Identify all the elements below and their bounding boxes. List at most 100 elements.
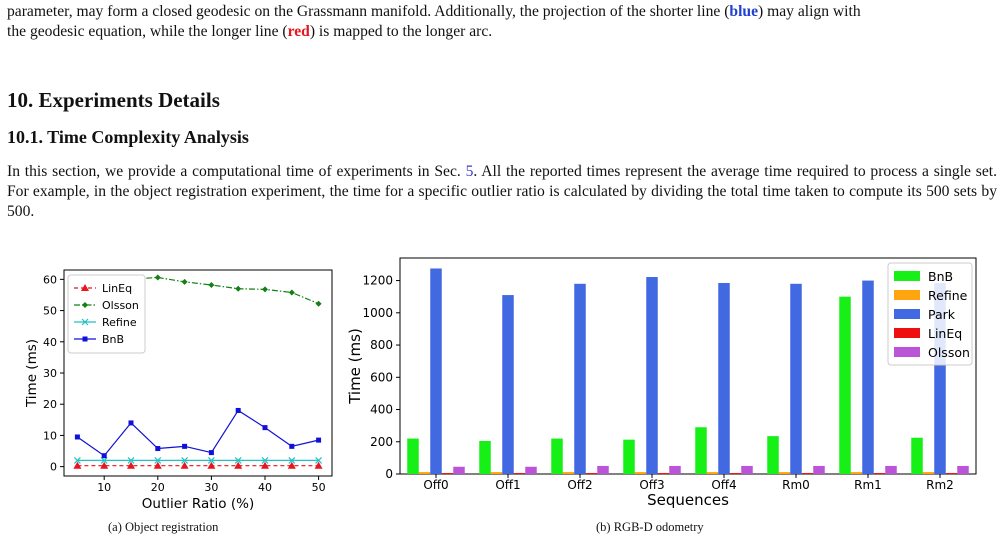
y-axis-label: Time (ms) [24, 339, 40, 408]
bar-lineq [513, 473, 526, 474]
legend-label: Park [928, 307, 956, 322]
data-point [181, 278, 188, 285]
data-point [261, 461, 269, 469]
data-point [181, 456, 189, 464]
legend-box [67, 274, 146, 354]
y-tick-label: 60 [43, 273, 57, 286]
bar-bnb [623, 439, 635, 474]
bar-bnb [407, 438, 419, 474]
legend-swatch [894, 347, 920, 357]
legend-label: BnB [928, 269, 953, 284]
data-point [234, 456, 242, 464]
data-point [128, 420, 134, 426]
bar-refine [850, 472, 863, 474]
bar-park [430, 268, 442, 474]
data-point [287, 461, 296, 469]
bar-bnb [479, 440, 491, 474]
bar-lineq [441, 473, 454, 474]
data-point [155, 446, 161, 452]
x-tick-label: Off1 [495, 478, 520, 492]
bar-park [574, 283, 586, 474]
legend-marker [82, 336, 88, 342]
data-point [73, 461, 82, 469]
data-point [234, 461, 243, 469]
bar-olsson [525, 466, 537, 474]
legend-swatch [894, 271, 920, 281]
x-tick-label: 20 [151, 481, 165, 494]
bar-refine [706, 472, 719, 474]
data-point [153, 461, 162, 469]
bar-bnb [911, 437, 923, 474]
legend-box [887, 262, 973, 366]
bar-lineq [873, 473, 886, 474]
bar-olsson [813, 465, 825, 474]
series-bnb [74, 407, 322, 459]
legend: LinEq Olsson Refine BnB [67, 274, 146, 354]
section-ref-link[interactable]: 5 [465, 163, 474, 180]
bar-olsson [957, 465, 969, 474]
x-tick-label: 30 [204, 481, 218, 494]
data-point [73, 456, 81, 464]
bar-bnb [695, 427, 707, 474]
bar-olsson [453, 466, 465, 474]
bar-lineq [585, 473, 598, 474]
data-point [154, 456, 162, 464]
legend-marker [82, 302, 88, 308]
legend-marker [81, 318, 89, 326]
data-point [262, 425, 268, 431]
data-point [154, 274, 161, 281]
section-title: 10. Experiments Details [7, 88, 220, 112]
intro-paragraph: parameter, may form a closed geodesic on… [7, 3, 861, 40]
y-tick-label: 10 [43, 429, 57, 442]
legend-swatch [894, 290, 920, 300]
data-point [314, 461, 323, 469]
bar-park [646, 277, 658, 474]
bar-bnb [767, 436, 779, 474]
bar-refine [490, 472, 503, 474]
legend-label: LinEq [102, 282, 132, 295]
y-tick-label: 1000 [362, 306, 393, 320]
y-tick-label: 600 [370, 370, 393, 384]
data-point [74, 434, 80, 440]
bar-refine [562, 472, 575, 474]
rgbd-odometry-chart: 0 200 400 600 800 1000 1200 Off0 Off1 Off2 Off3 Off… [346, 257, 977, 509]
subsection-title: 10.1. Time Complexity Analysis [7, 127, 249, 147]
x-tick-label: Off0 [423, 478, 448, 492]
bar-bnb [551, 438, 563, 474]
data-point [235, 285, 242, 292]
bar-lineq [801, 473, 814, 474]
x-tick-label: 10 [97, 481, 111, 494]
y-tick-label: 40 [43, 336, 57, 349]
caption-b: (b) RGB-D odometry [596, 520, 704, 534]
bar-olsson [885, 465, 897, 474]
legend-label: Olsson [102, 299, 139, 312]
y-tick-label: 50 [43, 305, 57, 318]
data-point [208, 450, 214, 456]
bar-refine [922, 472, 935, 474]
bar-olsson [597, 465, 609, 474]
y-tick-label: 30 [43, 367, 57, 380]
bar-park [502, 295, 514, 474]
bar-park [790, 283, 802, 474]
series-line [77, 409, 319, 457]
y-axis-label: Time (ms) [346, 328, 364, 405]
data-point [289, 443, 295, 449]
plot-frame [399, 257, 977, 475]
data-point [315, 456, 323, 464]
legend-label: Refine [102, 316, 137, 329]
x-tick-label: Off2 [567, 478, 592, 492]
data-point [101, 453, 107, 459]
data-point [288, 289, 295, 296]
data-point [261, 456, 269, 464]
bar-lineq [657, 473, 670, 474]
data-point [180, 461, 189, 469]
x-tick-label: Rm2 [926, 478, 954, 492]
legend-swatch [894, 309, 920, 319]
bar-park [718, 282, 730, 474]
y-tick-label: 0 [385, 467, 393, 481]
data-point [262, 286, 268, 293]
y-tick-label: 1200 [362, 274, 393, 288]
bar-olsson [669, 465, 681, 474]
series-lineq [73, 461, 323, 469]
bar-park [934, 282, 946, 474]
